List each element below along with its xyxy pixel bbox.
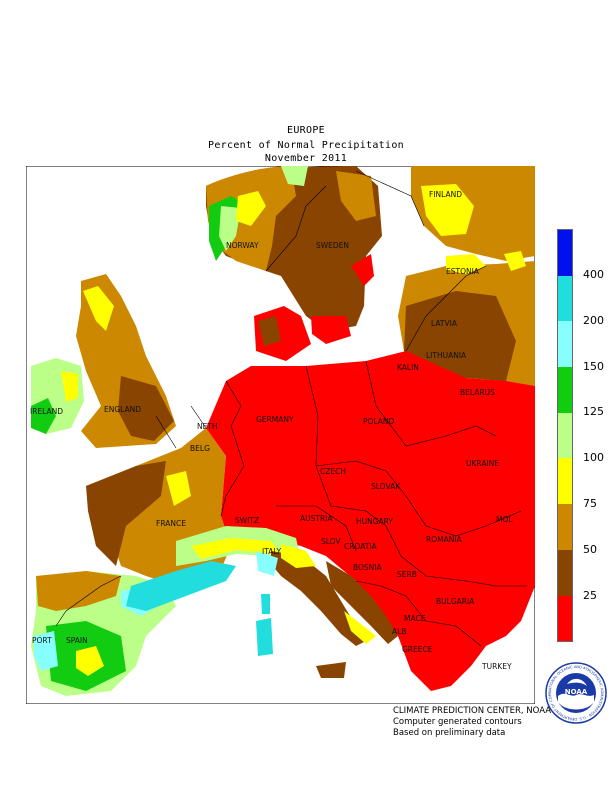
legend-label: 25	[583, 589, 597, 602]
sweden-red	[351, 254, 374, 286]
central-europe-red	[206, 351, 535, 691]
label-croatia: CROATIA	[344, 542, 378, 551]
label-alb: ALB	[392, 627, 406, 636]
label-ireland: IRELAND	[30, 407, 63, 416]
legend-label: 400	[583, 268, 604, 281]
ireland-green	[31, 398, 56, 434]
precipitation-map: FINLAND NORWAY SWEDEN ESTONIA LATVIA LIT…	[26, 166, 535, 704]
label-serb: SERB	[397, 570, 417, 579]
balkans-yellow	[344, 611, 376, 644]
label-france: FRANCE	[156, 519, 186, 528]
label-italy: ITALY	[262, 547, 282, 556]
norway-lightgreen	[219, 206, 241, 251]
france-brown	[86, 461, 166, 566]
label-ukraine: UKRAINE	[466, 459, 499, 468]
denmark-brown	[258, 316, 281, 346]
med-coast-cyan	[126, 561, 236, 611]
label-bosnia: BOSNIA	[353, 563, 382, 572]
norway-north-green	[281, 166, 308, 186]
france-yellow	[166, 471, 191, 506]
iberia-orange	[36, 571, 121, 611]
noaa-logo-icon: NATIONAL OCEANIC AND ATMOSPHERIC ADMINIS…	[545, 662, 607, 724]
label-lithuania: LITHUANIA	[426, 351, 467, 360]
legend-label: 125	[583, 405, 604, 418]
credit-line-1: CLIMATE PREDICTION CENTER, NOAA	[393, 706, 552, 716]
label-romania: ROMANIA	[426, 535, 463, 544]
label-belg: BELG	[190, 444, 210, 453]
legend-swatch	[557, 230, 573, 276]
sweden-tip-red	[311, 316, 351, 344]
label-czech: CZECH	[320, 467, 346, 476]
legend-label: 150	[583, 360, 604, 373]
legend-swatch	[557, 412, 573, 459]
label-norway: NORWAY	[226, 241, 259, 250]
label-switz: SWITZ	[235, 516, 259, 525]
map-title: Percent of Normal Precipitation	[208, 140, 404, 151]
italy-cyan	[256, 551, 278, 576]
legend-swatch	[557, 504, 573, 550]
ireland-yellow	[61, 371, 78, 402]
portugal-cyan	[34, 631, 58, 671]
balkans-brown	[326, 561, 398, 644]
label-latvia: LATVIA	[431, 319, 458, 328]
label-mol: MOL	[496, 515, 513, 524]
legend-swatch	[557, 275, 573, 322]
russia-yellow	[504, 251, 526, 271]
norway-yellow	[236, 191, 266, 226]
label-turkey: TURKEY	[481, 662, 512, 671]
label-slovak: SLOVAK	[371, 482, 401, 491]
estonia-yellow	[446, 254, 486, 274]
label-finland: FINLAND	[429, 190, 462, 199]
label-sweden: SWEDEN	[316, 241, 349, 250]
legend-label: 200	[583, 314, 604, 327]
label-mace: MACE	[404, 614, 426, 623]
legend-swatch	[557, 321, 573, 368]
noaa-logo-text: NOAA	[565, 688, 588, 696]
label-belarus: BELARUS	[460, 388, 495, 397]
italy-region	[271, 551, 366, 646]
england-brown	[118, 376, 174, 441]
credit-line-3: Based on preliminary data	[393, 728, 506, 738]
label-greece: GREECE	[402, 645, 433, 654]
sardinia-cyan	[256, 618, 273, 656]
label-port: PORT	[32, 636, 52, 645]
label-kalin: KALIN	[397, 363, 419, 372]
legend-label: 50	[583, 543, 597, 556]
label-neth: NETH	[197, 422, 218, 431]
map-region-title: EUROPE	[287, 125, 325, 136]
label-hungary: HUNGARY	[356, 517, 393, 526]
legend-label: 75	[583, 497, 597, 510]
legend-swatch	[557, 367, 573, 413]
label-germany: GERMANY	[256, 415, 294, 424]
label-slov: SLOV	[321, 537, 341, 546]
legend-colorbar	[557, 229, 573, 643]
scotland-yellow	[83, 286, 114, 331]
legend-swatch	[557, 549, 573, 596]
country-borders	[55, 170, 526, 647]
finland-yellow	[421, 184, 474, 236]
sweden-south-orange	[336, 171, 376, 221]
iberia-yellow	[76, 646, 104, 676]
map-period: November 2011	[264, 153, 348, 164]
legend-label: 100	[583, 451, 604, 464]
label-austria: AUSTRIA	[300, 514, 333, 523]
label-estonia: ESTONIA	[446, 267, 480, 276]
label-spain: SPAIN	[66, 636, 88, 645]
label-poland: POLAND	[363, 417, 395, 426]
label-england: ENGLAND	[104, 405, 141, 414]
credit-line-2: Computer generated contours	[393, 717, 522, 727]
sicily-region	[316, 662, 346, 678]
alps-yellow	[191, 538, 281, 559]
label-bulgaria: BULGARIA	[436, 597, 475, 606]
baltic-brown	[404, 291, 516, 381]
legend-swatch	[557, 458, 573, 505]
italy-yellow	[281, 544, 316, 568]
corsica-cyan	[261, 594, 270, 614]
legend-swatch	[557, 595, 573, 642]
